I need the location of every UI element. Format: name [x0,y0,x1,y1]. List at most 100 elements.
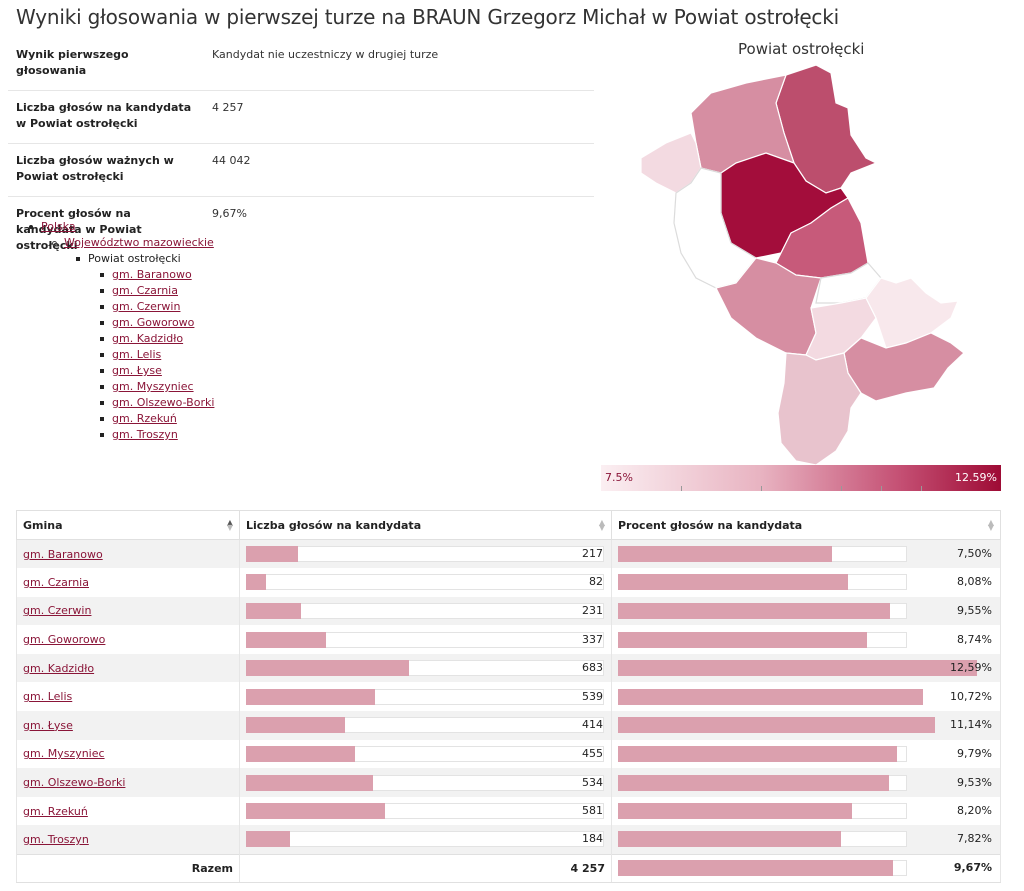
votes-cell: 534 [239,768,612,797]
sort-icon[interactable]: ▲ ▼ [598,518,605,532]
gmina-link[interactable]: gm. Kadzidło [23,661,95,675]
votes-value: 184 [582,832,603,846]
tree-link-gmina[interactable]: gm. Czarnia [112,284,178,297]
percent-cell: 9,55% [611,596,1001,626]
gmina-link[interactable]: gm. Baranowo [23,547,103,561]
table-row: gm. Czerwin 231 9,55% [16,596,1001,626]
votes-value: 217 [582,547,603,561]
tree-item-country: Polska Województwo mazowieckie Powiat os… [28,219,214,443]
tree-link-gmina[interactable]: gm. Łyse [112,364,162,377]
votes-bar [246,831,290,848]
votes-value: 337 [582,632,603,646]
votes-bar-track [246,831,604,848]
tree-link-gmina[interactable]: gm. Goworowo [112,316,195,329]
votes-bar [246,631,326,648]
summary-row: Liczba głosów na kandydata w Powiat ostr… [8,90,594,144]
page-title: Wyniki głosowania w pierwszej turze na B… [16,5,839,29]
percent-cell: 9,79% [611,739,1001,769]
summary-label: Liczba głosów na kandydata w Powiat ostr… [8,90,204,144]
table-row: gm. Kadzidło 683 12,59% [16,653,1001,683]
map-region-troszyn[interactable] [777,352,862,466]
gmina-link[interactable]: gm. Myszyniec [23,747,105,761]
gmina-link[interactable]: gm. Olszewo-Borki [23,776,126,790]
percent-value: 9,55% [957,603,992,617]
tree-link-voivodeship[interactable]: Województwo mazowieckie [64,236,214,249]
header-percent[interactable]: Procent głosów na kandydata ▲ ▼ [611,510,1001,540]
tree-item-gmina: gm. Myszyniec [99,379,214,395]
gmina-link[interactable]: gm. Rzekuń [23,804,88,818]
gmina-cell: gm. Kadzidło [16,653,240,683]
percent-value: 9,79% [957,746,992,760]
percent-bar-cell: 7,82% [618,831,994,848]
percent-value: 11,14% [950,718,992,732]
header-gmina-label: Gmina [23,518,63,532]
legend-tick [921,486,922,491]
gmina-link[interactable]: gm. Lelis [23,690,73,704]
votes-bar [246,745,355,762]
sort-asc-icon[interactable]: ▲ ▼ [226,518,233,532]
votes-cell: 581 [239,796,612,826]
tree-link-gmina[interactable]: gm. Myszyniec [112,380,194,393]
gmina-link[interactable]: gm. Goworowo [23,633,106,647]
percent-cell: 7,82% [611,825,1001,855]
tree-item-gmina: gm. Troszyn [99,427,214,443]
total-votes-cell: 4 257 [239,853,612,884]
percent-cell: 9,53% [611,768,1001,797]
tree-link-gmina[interactable]: gm. Olszewo-Borki [112,396,215,409]
percent-bar-cell: 9,79% [618,745,994,762]
percent-cell: 7,50% [611,539,1001,569]
total-percent-bar-cell: 9,67% [618,860,994,877]
summary-label: Procent głosów na kandydata w Powiat ost… [16,207,142,252]
gmina-cell: gm. Czarnia [16,568,240,597]
table-row: gm. Olszewo-Borki 534 9,53% [16,768,1001,797]
votes-bar-cell: 455 [246,745,605,762]
percent-bar [618,574,848,591]
map-region-czerwin[interactable] [865,277,959,349]
votes-value: 231 [582,603,603,617]
votes-bar [246,774,373,791]
header-gmina[interactable]: Gmina ▲ ▼ [16,510,240,540]
legend-max-label: 12.59% [955,471,997,484]
gmina-link[interactable]: gm. Troszyn [23,832,89,846]
gmina-cell: gm. Troszyn [16,825,240,855]
votes-cell: 683 [239,653,612,683]
percent-bar-cell: 12,59% [618,660,994,677]
votes-bar [246,717,345,734]
legend-tick [881,486,882,491]
gmina-link[interactable]: gm. Łyse [23,718,73,732]
votes-cell: 539 [239,682,612,712]
votes-value: 534 [582,775,603,789]
map-region-lyse[interactable] [843,332,965,402]
percent-bar-cell: 8,74% [618,631,994,648]
total-percent-value: 9,67% [953,861,992,875]
sort-icon[interactable]: ▲ ▼ [987,518,994,532]
gmina-cell: gm. Łyse [16,711,240,740]
tree-item-gmina: gm. Goworowo [99,315,214,331]
header-votes[interactable]: Liczba głosów na kandydata ▲ ▼ [239,510,612,540]
percent-value: 12,59% [950,661,992,675]
votes-bar-cell: 82 [246,574,605,591]
tree-link-gmina[interactable]: gm. Czerwin [112,300,181,313]
table-row: gm. Lelis 539 10,72% [16,682,1001,712]
summary-value: 9,67% [212,207,247,220]
tree-item-gmina: gm. Rzekuń [99,411,214,427]
votes-bar [246,574,266,591]
votes-cell: 455 [239,739,612,769]
percent-value: 10,72% [950,689,992,703]
votes-cell: 231 [239,596,612,626]
tree-link-gmina[interactable]: gm. Kadzidło [112,332,184,345]
votes-bar-cell: 184 [246,831,605,848]
gmina-link[interactable]: gm. Czerwin [23,604,92,618]
tree-link-country[interactable]: Polska [41,220,76,233]
percent-bar-cell: 8,20% [618,803,994,820]
tree-item-county: Powiat ostrołęcki gm. Baranowo gm. Czarni… [75,251,214,443]
tree-link-gmina[interactable]: gm. Rzekuń [112,412,177,425]
votes-bar [246,546,298,563]
tree-link-gmina[interactable]: gm. Baranowo [112,268,192,281]
tree-link-gmina[interactable]: gm. Troszyn [112,428,178,441]
gmina-link[interactable]: gm. Czarnia [23,575,89,589]
percent-cell: 12,59% [611,653,1001,683]
tree-link-gmina[interactable]: gm. Lelis [112,348,162,361]
percent-bar [618,774,889,791]
gmina-cell: gm. Myszyniec [16,739,240,769]
